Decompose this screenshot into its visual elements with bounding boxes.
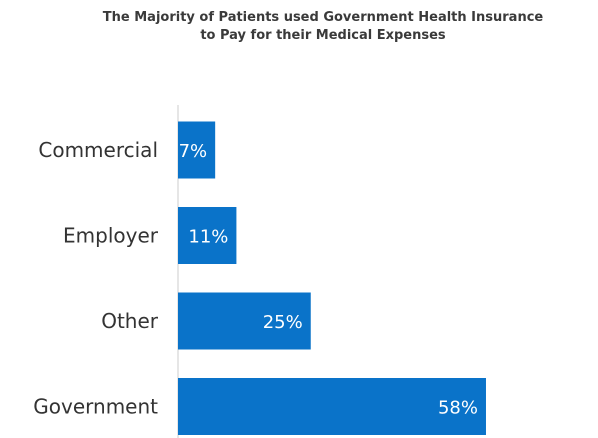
chart-title-line-1: The Majority of Patients used Government… — [102, 10, 544, 25]
bar-other — [178, 292, 311, 350]
bar-government — [178, 378, 486, 435]
value-label-government: 58% — [438, 398, 478, 419]
chart-title-line-2: to Pay for their Medical Expenses — [200, 28, 446, 43]
value-label-commercial: 7% — [179, 141, 208, 162]
bar-employer — [178, 207, 237, 264]
category-label-other: Other — [101, 309, 159, 333]
value-label-employer: 11% — [188, 227, 228, 248]
bar-commercial — [178, 121, 216, 179]
category-label-commercial: Commercial — [38, 138, 158, 162]
value-label-other: 25% — [263, 312, 303, 333]
category-label-employer: Employer — [63, 224, 159, 248]
category-label-government: Government — [33, 395, 158, 419]
